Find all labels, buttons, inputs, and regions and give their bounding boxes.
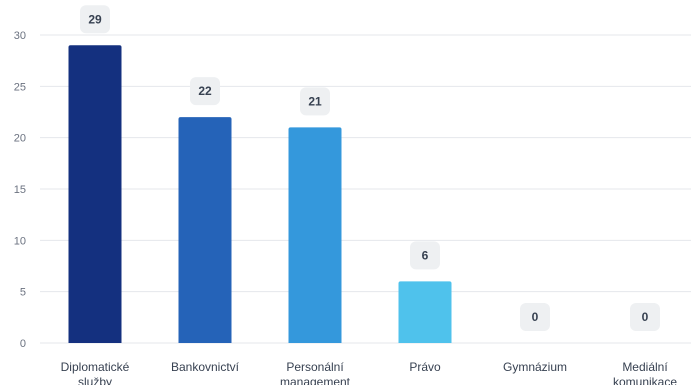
bar	[68, 45, 122, 344]
data-label: 22	[198, 84, 212, 98]
x-tick-label: Gymnázium	[503, 360, 567, 374]
x-tick-label: Diplomatické služby	[61, 360, 130, 385]
data-label-badge	[630, 303, 660, 331]
x-tick-label: Personální management	[280, 360, 351, 385]
y-tick-label: 10	[14, 235, 26, 247]
x-tick-label-line: Bankovnictví	[171, 360, 240, 374]
y-tick-label: 30	[14, 30, 26, 42]
data-label-badge	[300, 87, 330, 116]
y-tick-label: 0	[20, 338, 26, 350]
x-tick-label: Bankovnictví	[171, 360, 240, 374]
data-label: 6	[422, 248, 429, 262]
bars	[68, 45, 452, 344]
data-label: 0	[532, 310, 539, 324]
data-label: 21	[308, 94, 322, 108]
x-tick-label-line: služby	[78, 375, 112, 385]
y-tick-label: 15	[14, 184, 26, 196]
bar	[398, 281, 452, 343]
x-tick-label: Mediální komunikace	[613, 360, 677, 385]
gridlines	[40, 34, 691, 344]
x-tick-label-line: management	[280, 375, 351, 385]
data-label: 29	[88, 12, 102, 26]
data-labels: 29 22 21 6 0 0	[80, 5, 660, 331]
y-tick-label: 20	[14, 133, 26, 145]
y-axis: 0 5 10 15 20 25 30	[14, 30, 26, 350]
bar	[288, 127, 342, 344]
data-label: 0	[642, 310, 649, 324]
bar	[178, 117, 232, 343]
x-tick-label-line: Právo	[409, 360, 441, 374]
y-tick-label: 5	[20, 287, 26, 299]
x-tick-label-line: Diplomatické	[61, 360, 130, 374]
data-label-badge	[410, 241, 440, 270]
x-tick-label: Právo	[409, 360, 441, 374]
data-label-badge	[520, 303, 550, 331]
data-label-badge	[80, 5, 110, 34]
x-tick-label-line: Mediální	[622, 360, 668, 374]
x-axis: Diplomatické služby Bankovnictví Personální…	[61, 360, 678, 385]
x-tick-label-line: komunikace	[613, 375, 677, 385]
x-tick-label-line: Gymnázium	[503, 360, 567, 374]
x-tick-label-line: Personální	[286, 360, 344, 374]
y-tick-label: 25	[14, 81, 26, 93]
data-label-badge	[190, 77, 220, 106]
